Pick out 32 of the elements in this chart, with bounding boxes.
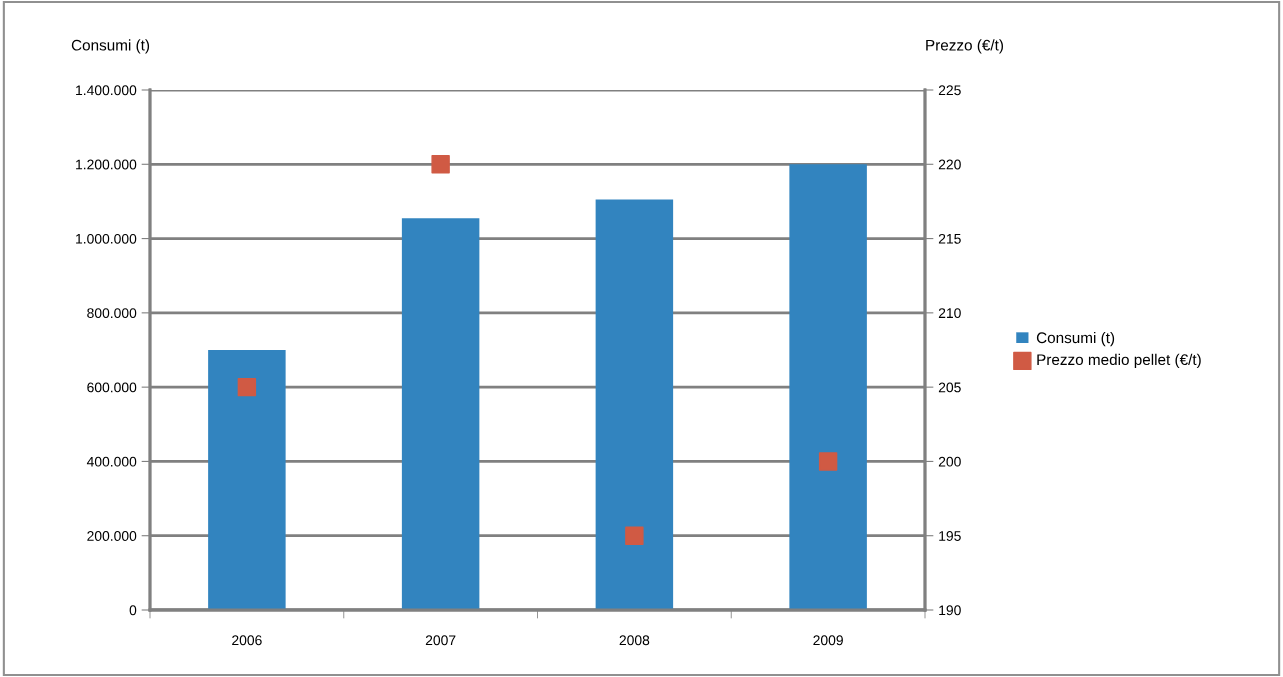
y-tick-label: 1.400.000: [76, 85, 137, 96]
y2-tick-label: 205: [938, 382, 961, 393]
legend-label: Consumi (t): [1036, 331, 1115, 347]
y-tick-label: 800.000: [87, 308, 137, 319]
y2-tick-label: 220: [938, 159, 961, 170]
legend-label: Prezzo medio pellet (€/t): [1037, 353, 1201, 369]
y-tick-label: 400.000: [86, 456, 137, 467]
y2-tick-label: 210: [938, 308, 961, 319]
y2-tick-label: 190: [939, 605, 961, 616]
y2-tick-label: 215: [938, 233, 961, 244]
y-tick-label: 600.000: [87, 382, 137, 393]
y-tick-label: 1.000.000: [76, 233, 137, 244]
y-tick-label: 200.000: [87, 531, 137, 541]
x-tick-label: 2009: [813, 635, 843, 646]
x-tick-label: 2006: [232, 635, 262, 646]
y-tick-label: 0: [129, 605, 137, 616]
bar: [401, 218, 480, 610]
y2-tick-label: 200: [938, 456, 961, 467]
bar: [789, 164, 867, 610]
x-tick-label: 2007: [425, 635, 456, 646]
y-tick-label: 1.200.000: [76, 159, 137, 170]
point: [818, 452, 838, 471]
y2-axis-title: Prezzo (€/t): [926, 39, 1004, 54]
y2-tick-label: 225: [938, 85, 961, 96]
bar: [208, 350, 286, 610]
point: [237, 377, 257, 397]
y-axis-title: Consumi (t): [71, 39, 150, 54]
point: [431, 155, 450, 174]
x-tick-label: 2008: [619, 635, 650, 646]
y2-tick-label: 195: [939, 531, 961, 541]
point: [625, 526, 644, 545]
bar: [595, 199, 674, 610]
